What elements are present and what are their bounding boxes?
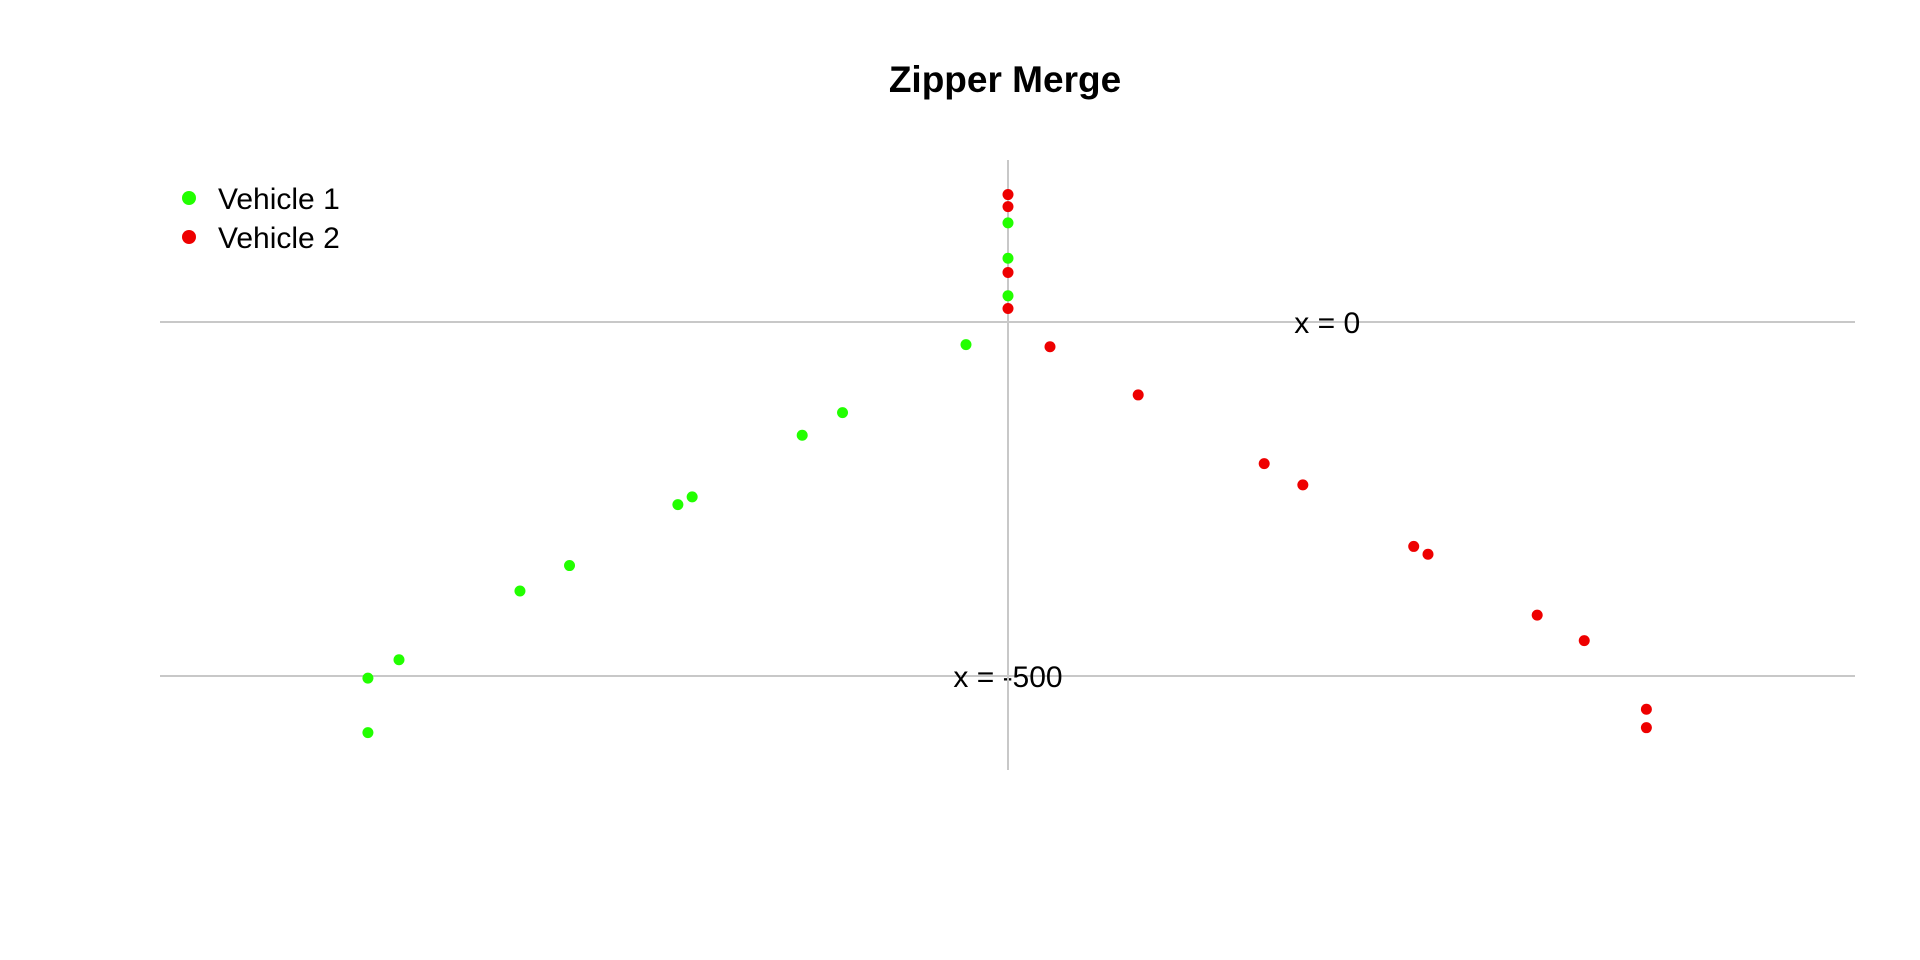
data-point <box>1640 703 1652 715</box>
data-point <box>1002 217 1014 229</box>
data-point <box>1640 722 1652 734</box>
legend-marker <box>182 230 196 244</box>
data-point <box>1044 341 1056 353</box>
reference-lines: x = 0x = -500 <box>160 160 1855 770</box>
legend-marker <box>182 191 196 205</box>
legend-label: Vehicle 1 <box>218 183 340 216</box>
data-point <box>960 339 972 351</box>
data-point <box>362 672 374 684</box>
data-point <box>1422 548 1434 560</box>
data-point <box>1531 609 1543 621</box>
data-point <box>1002 290 1014 302</box>
legend: Vehicle 1 Vehicle 2 <box>182 183 340 255</box>
series-1 <box>362 217 1014 739</box>
data-series <box>362 189 1652 739</box>
legend-label: Vehicle 2 <box>218 222 340 255</box>
data-point <box>672 499 684 511</box>
data-point <box>686 491 698 503</box>
data-point <box>796 429 808 441</box>
data-point <box>837 407 849 419</box>
series-2 <box>1002 189 1652 734</box>
data-point <box>1002 266 1014 278</box>
data-point <box>393 654 405 666</box>
data-point <box>1297 479 1309 491</box>
data-point <box>514 585 526 597</box>
data-point <box>1258 458 1270 470</box>
data-point <box>362 727 374 739</box>
data-point <box>1002 189 1014 201</box>
reference-line-label: x = 0 <box>1294 307 1360 340</box>
data-point <box>1578 635 1590 647</box>
data-point <box>1002 252 1014 264</box>
data-point <box>1002 303 1014 315</box>
data-point <box>564 560 576 572</box>
data-point <box>1408 540 1420 552</box>
chart-title: Zipper Merge <box>889 59 1121 100</box>
data-point <box>1002 201 1014 213</box>
data-point <box>1132 389 1144 401</box>
